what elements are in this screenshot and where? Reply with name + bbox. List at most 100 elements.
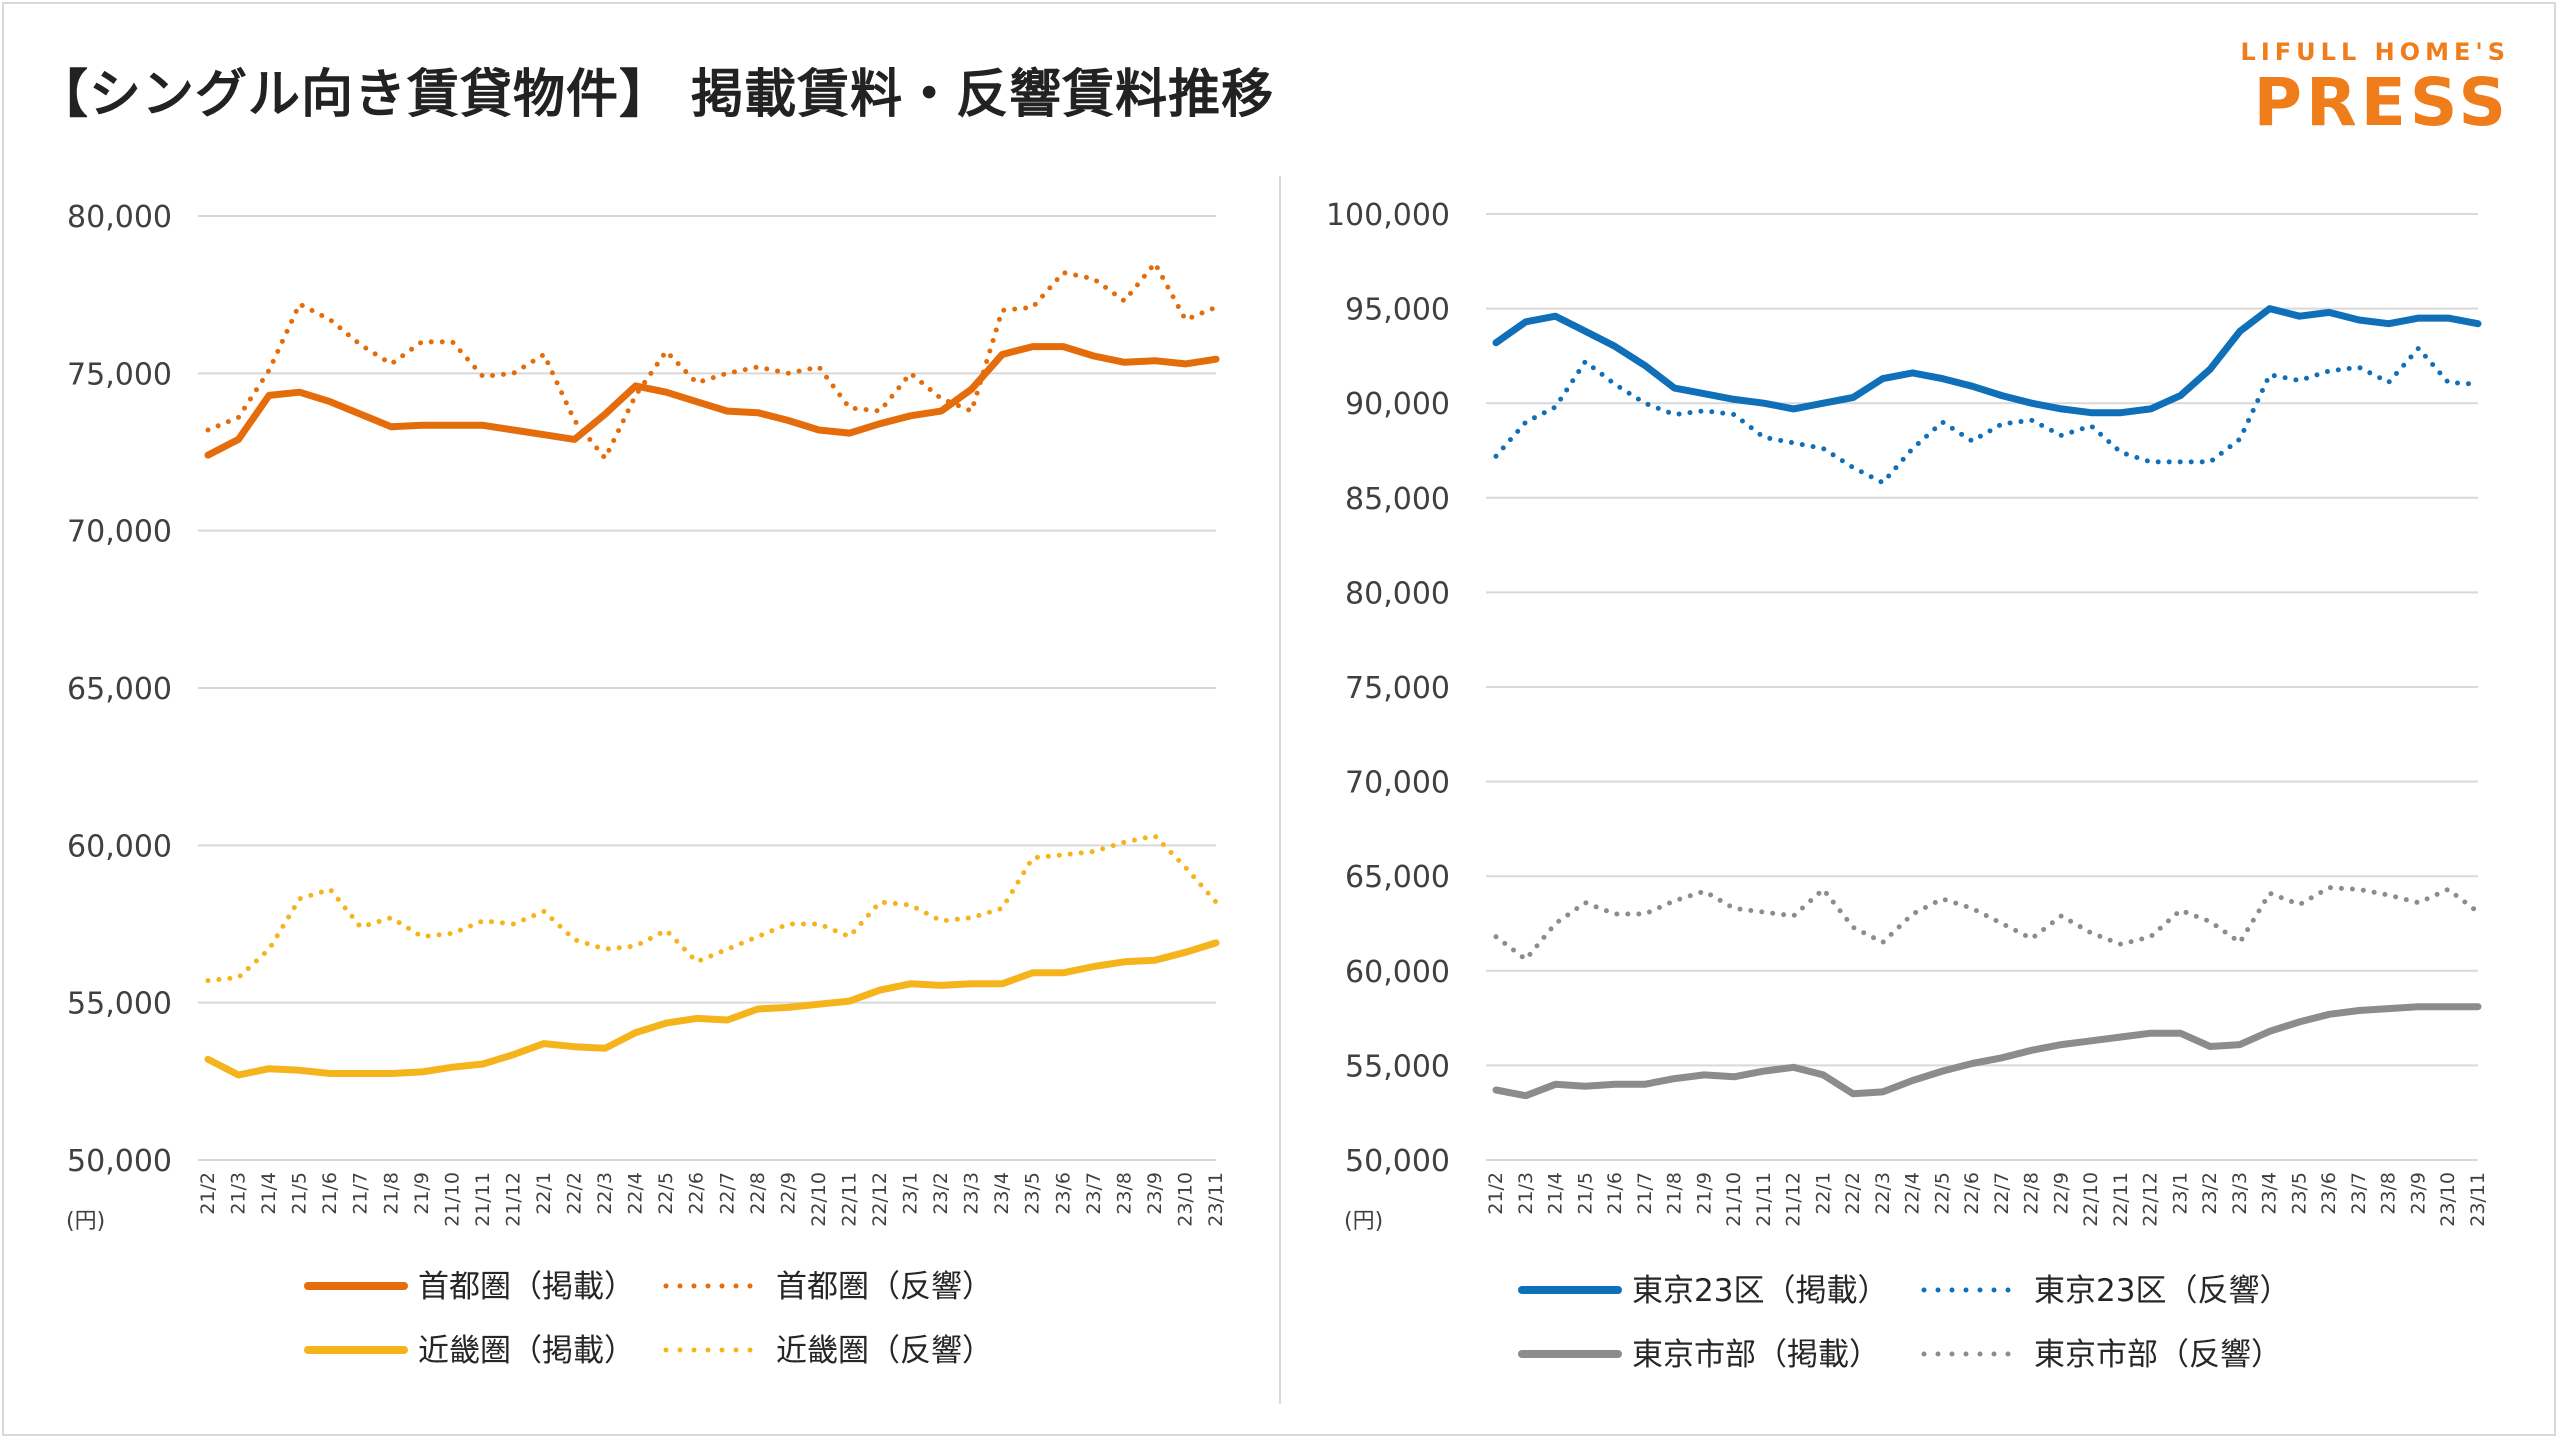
x-tick-label: 23/5 — [2288, 1172, 2310, 1215]
y-tick-label: 75,000 — [67, 357, 172, 392]
x-tick-label: 22/1 — [533, 1172, 555, 1215]
legend-label: 東京23区（掲載） — [1632, 1273, 1888, 1309]
x-tick-label: 22/8 — [747, 1172, 769, 1215]
x-tick-label: 21/7 — [1634, 1172, 1656, 1215]
x-tick-label: 22/10 — [808, 1172, 830, 1227]
x-tick-label: 23/8 — [2378, 1172, 2400, 1215]
y-tick-label: 100,000 — [1326, 198, 1450, 233]
series-line — [205, 260, 1219, 461]
x-tick-label: 21/6 — [1604, 1172, 1626, 1215]
x-tick-label: 23/9 — [2407, 1172, 2429, 1215]
y-tick-label: 65,000 — [67, 672, 172, 707]
x-tick-label: 22/7 — [1991, 1172, 2013, 1215]
x-tick-label: 21/10 — [1723, 1172, 1745, 1227]
x-tick-label: 21/8 — [1664, 1172, 1686, 1215]
x-tick-label: 22/5 — [1931, 1172, 1953, 1215]
x-tick-label: 22/4 — [1902, 1172, 1924, 1215]
y-tick-label: 55,000 — [1345, 1049, 1450, 1084]
series-line — [1493, 345, 2481, 486]
x-tick-label: 21/11 — [1753, 1172, 1775, 1227]
x-tick-label: 22/9 — [2050, 1172, 2072, 1215]
y-tick-label: 70,000 — [67, 515, 172, 550]
logo-wordmark: PRESS — [2253, 64, 2510, 141]
brand-logo: LIFULL HOME'S PRESS — [2241, 38, 2510, 136]
x-tick-label: 23/11 — [1205, 1172, 1227, 1227]
y-tick-label: 50,000 — [67, 1144, 172, 1179]
x-tick-label: 21/9 — [411, 1172, 433, 1215]
x-tick-label: 22/2 — [564, 1172, 586, 1215]
x-tick-label: 21/10 — [441, 1172, 463, 1227]
x-tick-label: 21/12 — [1783, 1172, 1805, 1227]
x-tick-label: 23/10 — [1174, 1172, 1196, 1227]
y-tick-label: 50,000 — [1345, 1144, 1450, 1179]
y-tick-label: 80,000 — [67, 200, 172, 235]
series-line — [204, 939, 1220, 1079]
unit-label: (円) — [66, 1209, 105, 1234]
y-tick-label: 90,000 — [1345, 387, 1450, 422]
x-tick-label: 21/4 — [258, 1172, 280, 1215]
x-tick-label: 21/6 — [319, 1172, 341, 1215]
unit-label: (円) — [1344, 1209, 1383, 1234]
x-tick-label: 22/3 — [1872, 1172, 1894, 1215]
x-tick-label: 23/5 — [1022, 1172, 1044, 1215]
series-line — [205, 833, 1219, 984]
series-line — [204, 343, 1220, 459]
y-tick-label: 75,000 — [1345, 671, 1450, 706]
x-tick-label: 22/5 — [655, 1172, 677, 1215]
x-tick-label: 23/9 — [1144, 1172, 1166, 1215]
chart-left-shuto-kinki: 50,000 55,000 60,000 65,000 70,000 75,000 80,0… — [66, 200, 1227, 1369]
x-tick-label: 22/10 — [2080, 1172, 2102, 1227]
x-tick-label: 22/11 — [2110, 1172, 2132, 1227]
x-tick-label: 23/1 — [900, 1172, 922, 1215]
x-tick-label: 22/11 — [838, 1172, 860, 1227]
x-tick-label: 21/9 — [1693, 1172, 1715, 1215]
x-tick-label: 21/12 — [502, 1172, 524, 1227]
x-tick-label: 21/4 — [1545, 1172, 1567, 1215]
x-tick-label: 23/6 — [2318, 1172, 2340, 1215]
x-tick-label: 23/2 — [930, 1172, 952, 1215]
legend-label: 東京市部（掲載） — [1632, 1337, 1880, 1373]
x-tick-label: 23/7 — [2348, 1172, 2370, 1215]
legend-label: 近畿圏（掲載） — [418, 1333, 635, 1369]
x-tick-label: 22/7 — [716, 1172, 738, 1215]
x-tick-label: 22/2 — [1842, 1172, 1864, 1215]
x-tick-label: 23/10 — [2437, 1172, 2459, 1227]
legend-label: 東京市部（反響） — [2034, 1337, 2282, 1373]
y-tick-label: 95,000 — [1345, 293, 1450, 328]
x-tick-label: 21/11 — [472, 1172, 494, 1227]
chart-right-tokyo: 50,000 55,000 60,000 65,000 70,000 75,000 80,0… — [1326, 198, 2489, 1373]
y-tick-label: 60,000 — [1345, 955, 1450, 990]
x-tick-label: 23/3 — [961, 1172, 983, 1215]
legend-label: 首都圏（反響） — [776, 1269, 993, 1305]
x-tick-label: 23/6 — [1052, 1172, 1074, 1215]
y-tick-label: 60,000 — [67, 829, 172, 864]
x-tick-label: 22/3 — [594, 1172, 616, 1215]
x-tick-label: 23/8 — [1113, 1172, 1135, 1215]
x-tick-label: 23/3 — [2229, 1172, 2251, 1215]
y-tick-label: 55,000 — [67, 987, 172, 1022]
x-tick-label: 21/2 — [197, 1172, 219, 1215]
x-tick-label: 21/3 — [1515, 1172, 1537, 1215]
x-tick-label: 23/4 — [991, 1172, 1013, 1215]
y-tick-label: 65,000 — [1345, 860, 1450, 895]
x-tick-label: 23/1 — [2169, 1172, 2191, 1215]
x-tick-label: 22/6 — [686, 1172, 708, 1215]
x-tick-label: 21/7 — [350, 1172, 372, 1215]
x-tick-label: 22/12 — [2140, 1172, 2162, 1227]
y-tick-label: 85,000 — [1345, 482, 1450, 517]
x-tick-label: 22/4 — [625, 1172, 647, 1215]
x-tick-label: 21/3 — [228, 1172, 250, 1215]
x-tick-label: 22/1 — [1812, 1172, 1834, 1215]
legend-label: 首都圏（掲載） — [418, 1269, 635, 1305]
logo-subtitle: LIFULL HOME'S — [2240, 38, 2510, 66]
x-tick-label: 23/4 — [2259, 1172, 2281, 1215]
series-line — [1492, 305, 2482, 417]
x-tick-label: 22/8 — [2021, 1172, 2043, 1215]
x-tick-label: 21/2 — [1485, 1172, 1507, 1215]
x-tick-label: 23/7 — [1083, 1172, 1105, 1215]
x-tick-label: 23/2 — [2199, 1172, 2221, 1215]
x-tick-label: 21/8 — [380, 1172, 402, 1215]
x-tick-label: 23/11 — [2467, 1172, 2489, 1227]
x-tick-label: 22/12 — [869, 1172, 891, 1227]
